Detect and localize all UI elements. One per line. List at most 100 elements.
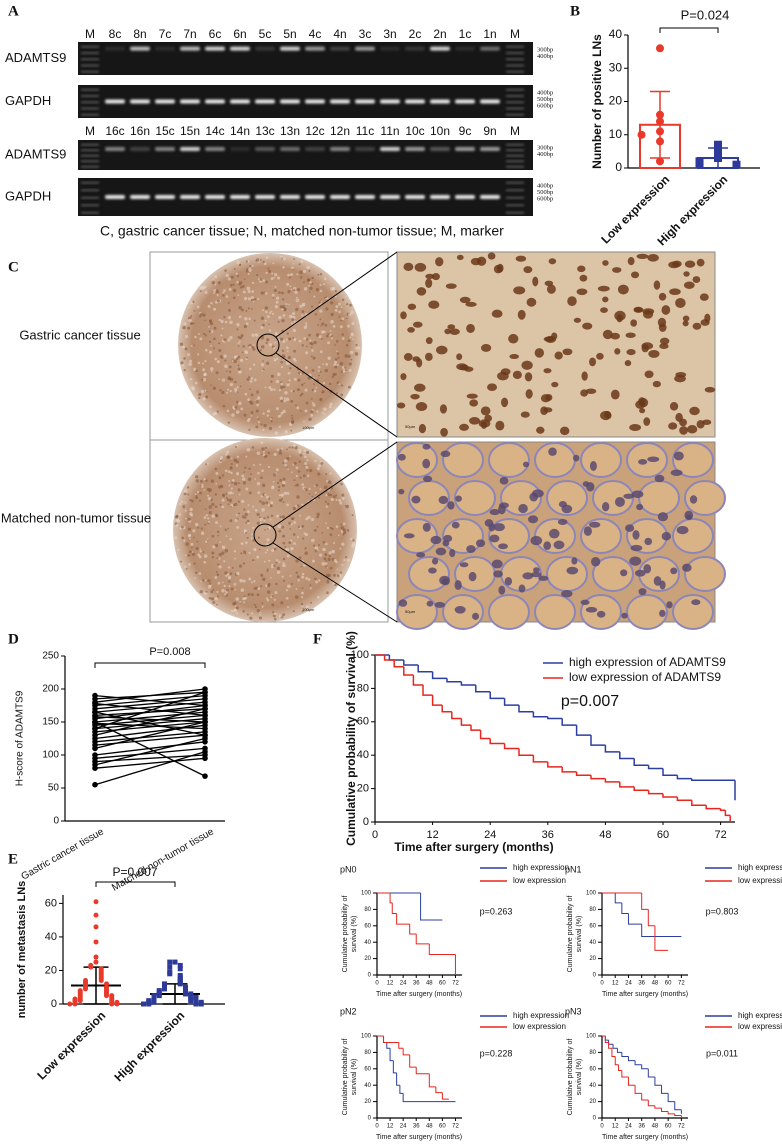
marker-band	[506, 212, 524, 214]
texture	[228, 287, 232, 291]
texture	[231, 479, 235, 482]
texture	[215, 472, 219, 475]
texture	[329, 493, 333, 497]
point	[183, 991, 188, 997]
texture	[350, 358, 353, 361]
texture	[239, 385, 242, 388]
texture	[198, 499, 201, 502]
survival-step	[662, 793, 678, 798]
texture	[246, 519, 250, 523]
texture	[335, 525, 339, 528]
texture	[289, 285, 292, 288]
texture	[356, 346, 361, 350]
texture	[303, 420, 305, 423]
texture	[200, 389, 205, 394]
survival-step	[691, 800, 707, 807]
texture	[229, 537, 233, 541]
nucleus	[526, 297, 537, 307]
nucleus	[523, 266, 533, 274]
texture	[229, 336, 233, 340]
texture	[280, 411, 284, 415]
texture	[216, 360, 220, 364]
point	[93, 899, 99, 905]
texture	[328, 554, 331, 558]
texture	[282, 257, 286, 261]
nucleus	[521, 360, 533, 370]
texture	[271, 293, 275, 297]
point	[98, 978, 104, 984]
y-axis-label: number of metastasis LNs	[16, 881, 28, 1019]
texture	[229, 320, 233, 325]
texture	[292, 328, 296, 333]
texture	[237, 345, 240, 347]
texture	[219, 355, 223, 358]
texture	[272, 480, 275, 483]
texture	[323, 413, 326, 416]
texture	[194, 335, 197, 339]
texture	[279, 255, 283, 259]
texture	[183, 501, 187, 505]
nucleus	[639, 408, 646, 414]
survival-step	[621, 1070, 629, 1078]
texture	[316, 512, 320, 517]
texture	[274, 431, 278, 435]
texture	[257, 491, 261, 495]
nucleus	[449, 548, 456, 558]
texture	[297, 525, 301, 529]
texture	[295, 466, 299, 470]
survival-step	[604, 1036, 609, 1044]
nucleus	[498, 585, 506, 595]
bp-label: 600bp	[537, 102, 553, 109]
nucleus	[602, 260, 609, 266]
band	[280, 147, 300, 151]
texture	[346, 303, 349, 306]
nucleus	[623, 493, 635, 499]
pair-line	[94, 751, 206, 786]
texture	[340, 306, 343, 308]
texture	[216, 603, 218, 606]
texture	[224, 320, 228, 324]
texture	[213, 337, 216, 341]
pair-line	[94, 721, 206, 777]
texture	[214, 505, 218, 508]
texture	[261, 577, 266, 582]
nucleus	[620, 569, 628, 577]
point	[202, 773, 208, 779]
nucleus	[428, 567, 437, 574]
nucleus	[679, 418, 687, 427]
texture	[235, 472, 240, 476]
texture	[279, 337, 284, 341]
texture	[216, 573, 220, 576]
texture	[262, 309, 265, 312]
nucleus	[430, 535, 442, 545]
texture	[295, 571, 299, 574]
survival-step	[391, 902, 397, 914]
nucleus	[582, 481, 590, 487]
survival-step	[590, 735, 606, 746]
texture	[247, 504, 250, 506]
texture	[274, 273, 278, 277]
survival-step	[420, 893, 443, 921]
texture	[226, 498, 230, 502]
texture	[317, 365, 321, 369]
texture	[193, 562, 196, 565]
texture	[207, 304, 211, 308]
point	[202, 732, 208, 738]
texture	[210, 302, 213, 305]
lane-label: 9c	[459, 124, 472, 138]
texture	[262, 450, 265, 453]
gland	[546, 556, 588, 592]
texture	[258, 516, 261, 519]
texture	[257, 297, 260, 301]
texture	[235, 400, 239, 404]
nucleus	[397, 453, 406, 461]
texture	[212, 292, 215, 295]
texture	[255, 390, 259, 394]
x-tick-label: 48	[652, 1124, 659, 1130]
texture	[341, 496, 345, 500]
texture	[345, 504, 350, 509]
texture	[242, 550, 247, 554]
texture	[242, 610, 245, 613]
texture	[306, 469, 309, 472]
texture	[277, 524, 282, 529]
